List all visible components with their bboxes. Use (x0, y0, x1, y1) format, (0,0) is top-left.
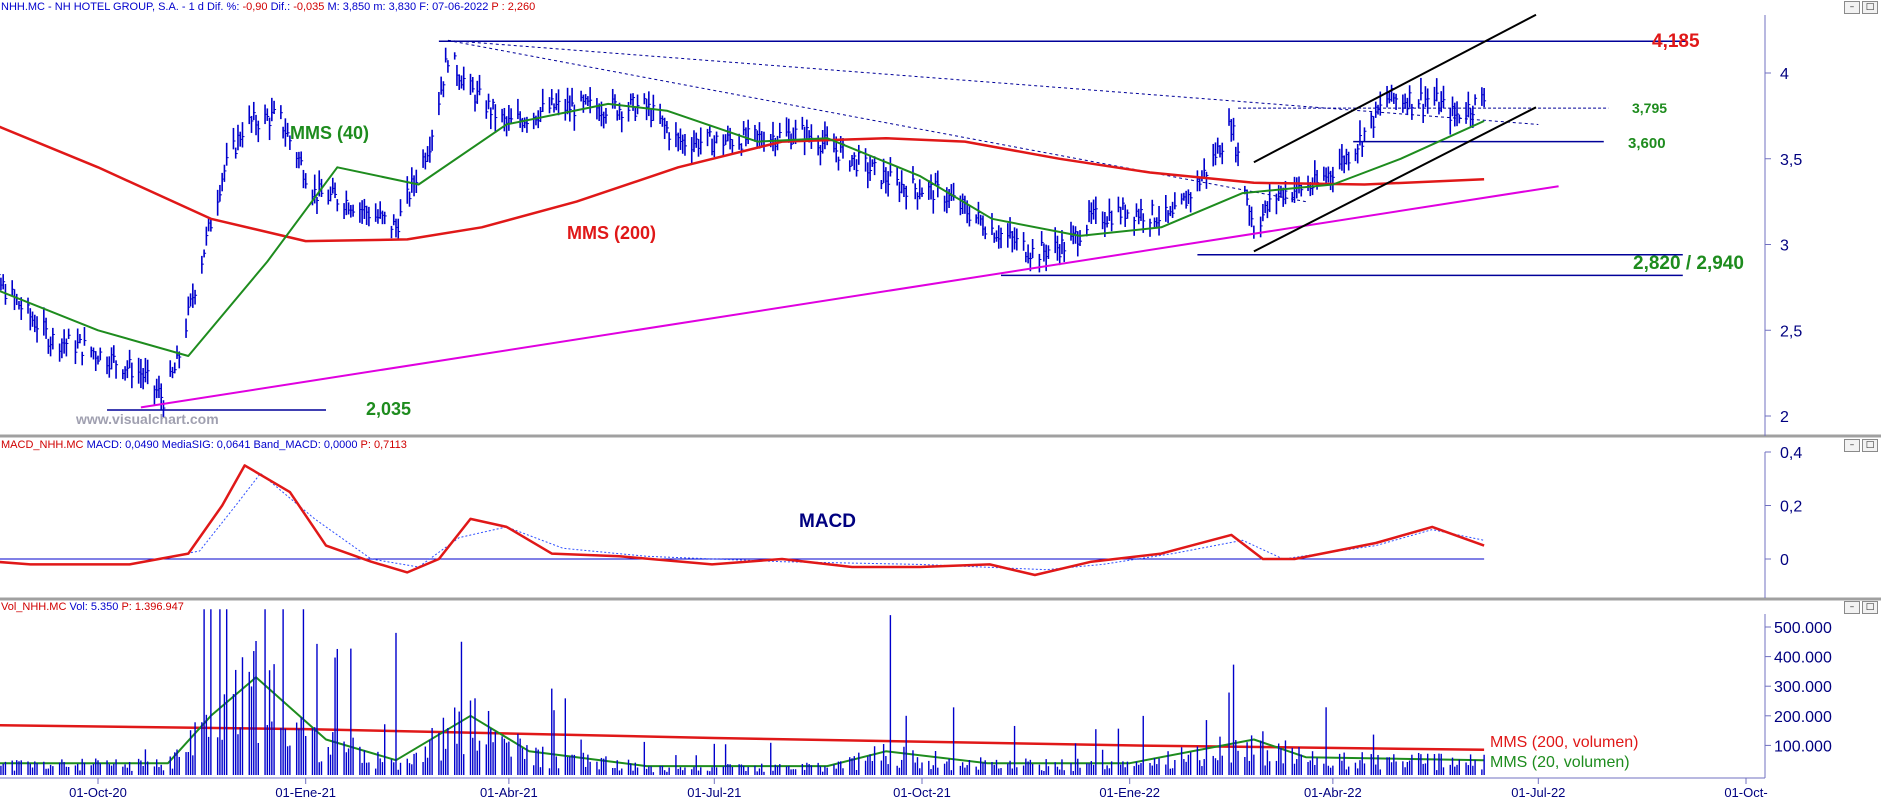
channel-lower-line (1253, 106, 1537, 253)
price-minimize-button[interactable]: – (1844, 1, 1860, 14)
level-3795-label: 3,795 (1632, 100, 1667, 116)
mms200-line (0, 125, 1485, 243)
price-y-tick-label: 3 (1780, 238, 1789, 255)
volume-minimize-button[interactable]: – (1844, 601, 1860, 614)
x-tick-label: 01-Ene-22 (1099, 785, 1160, 799)
x-tick-label: 01-Oct-21 (893, 785, 951, 799)
macd-y-tick-label: 0,2 (1780, 499, 1802, 516)
price-bars (0, 47, 1487, 418)
price-header-date: F: 07-06-2022 (419, 1, 489, 13)
volume-y-tick-label: 500.000 (1774, 620, 1832, 637)
uptrend-line (140, 185, 1559, 409)
macd-header-band: Band_MACD: 0,0000 (253, 439, 358, 451)
macd-y-tick-label: 0 (1780, 552, 1789, 569)
macd-signal-line (0, 472, 1485, 571)
mms200-label: MMS (200) (567, 223, 656, 243)
price-maximize-button[interactable]: □ (1862, 1, 1878, 14)
volume-header-p: P: 1.396.947 (121, 601, 184, 613)
macd-header-p: P: 0,7113 (360, 439, 407, 451)
mms40-line (0, 102, 1485, 357)
price-y-tick-label: 3,5 (1780, 152, 1802, 169)
channel-upper-line (1253, 13, 1537, 164)
volume-y-tick-label: 100.000 (1774, 738, 1832, 755)
volume-legend-mms20: MMS (20, volumen) (1490, 754, 1630, 771)
volume-panel-header: Vol_NHH.MC Vol: 5.350 P: 1.396.947 (1, 601, 184, 614)
mms40-label: MMS (40) (290, 123, 369, 143)
level-2035-label: 2,035 (366, 399, 411, 419)
axis-ticks: 2 2,5 3 3,5 4 0 0,2 0,4 100.000 200.000 300.000 400… (69, 66, 1832, 799)
x-tick-label: 01-Oct-20 (69, 785, 127, 799)
volume-legend-mms200: MMS (200, volumen) (1490, 734, 1639, 751)
macd-maximize-button[interactable]: □ (1862, 439, 1878, 452)
volume-y-tick-label: 400.000 (1774, 650, 1832, 667)
price-y-tick-label: 4 (1780, 66, 1789, 83)
x-tick-label: 01-Abr-21 (480, 785, 538, 799)
macd-header-signal: MediaSIG: 0,0641 (161, 439, 251, 451)
price-y-tick-label: 2,5 (1780, 323, 1802, 340)
price-header-dif-value: -0,90 (242, 1, 268, 13)
macd-header-macd: MACD: 0,0490 (86, 439, 159, 451)
dotted-trendline (447, 39, 1539, 125)
indicator-lines (0, 13, 1559, 768)
x-tick-label: 01-Oct- (1724, 785, 1767, 799)
volume-header-vol: Vol: 5.350 (69, 601, 119, 613)
level-support-label: 2,820 / 2,940 (1633, 253, 1744, 274)
x-tick-label: 01-Jul-21 (687, 785, 741, 799)
x-tick-label: 01-Abr-22 (1304, 785, 1362, 799)
chart-labels: MMS (40) MMS (200) 4,185 3,795 3,600 2,820 / … (75, 31, 1744, 771)
macd-y-tick-label: 0,4 (1780, 445, 1802, 462)
x-tick-label: 01-Jul-22 (1511, 785, 1565, 799)
price-header-title: NHH.MC - NH HOTEL GROUP, S.A. - 1 d (1, 1, 204, 13)
price-header-dif-abs-label: Dif.: (270, 1, 291, 13)
time-axis-strip (0, 783, 1881, 799)
price-header-bar (0, 0, 1881, 15)
volume-bars (0, 609, 1485, 775)
price-header-dif-abs-value: -0,035 (293, 1, 325, 13)
macd-line (0, 464, 1485, 577)
price-header-min: m: 3,830 (373, 1, 417, 13)
macd-minimize-button[interactable]: – (1844, 439, 1860, 452)
price-panel-header: NHH.MC - NH HOTEL GROUP, S.A. - 1 d Dif.… (1, 1, 535, 14)
volume-header-name: Vol_NHH.MC (1, 601, 67, 613)
volume-maximize-button[interactable]: □ (1862, 601, 1878, 614)
macd-header-name: MACD_NHH.MC (1, 439, 84, 451)
macd-panel-header: MACD_NHH.MC MACD: 0,0490 MediaSIG: 0,064… (1, 439, 407, 452)
price-y-tick-label: 2 (1780, 409, 1789, 426)
price-header-p: P : 2,260 (491, 1, 536, 13)
watermark-text: www.visualchart.com (75, 411, 219, 427)
price-header-dif-label: Dif. %: (206, 1, 240, 13)
price-header-max: M: 3,850 (327, 1, 371, 13)
volume-y-tick-label: 200.000 (1774, 709, 1832, 726)
level-3600-label: 3,600 (1628, 135, 1666, 152)
volume-mms200-line (0, 723, 1485, 752)
level-4185-label: 4,185 (1652, 31, 1700, 52)
x-tick-label: 01-Ene-21 (275, 785, 336, 799)
dotted-trendline (447, 39, 1306, 203)
volume-y-tick-label: 300.000 (1774, 679, 1832, 696)
price-levels (107, 39, 1688, 411)
macd-panel-label: MACD (799, 511, 856, 532)
